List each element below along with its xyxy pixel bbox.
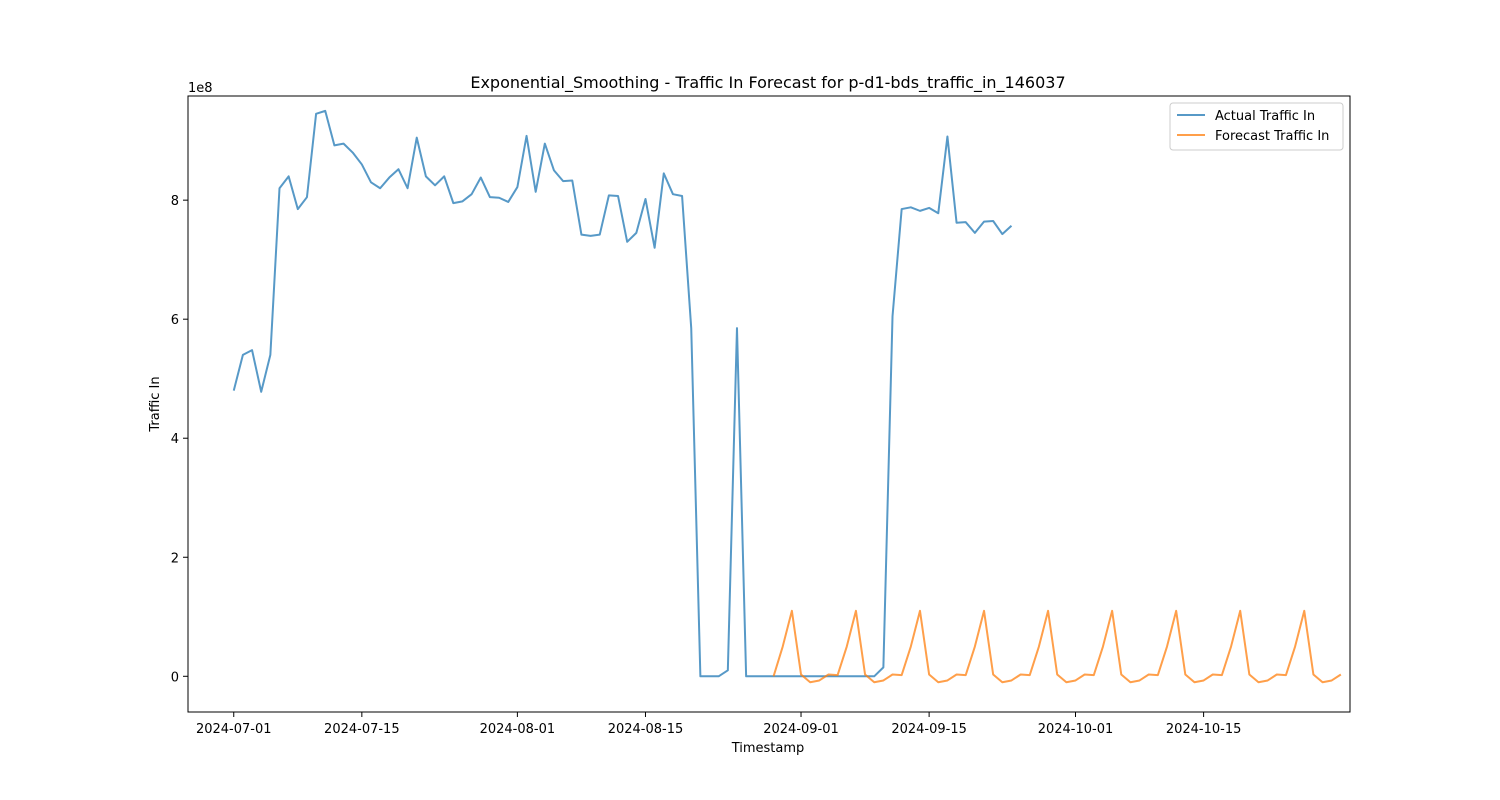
x-tick-label: 2024-07-15 xyxy=(324,722,400,737)
y-offset-label: 1e8 xyxy=(188,81,213,96)
legend-box xyxy=(1169,102,1344,151)
x-tick-label: 2024-07-01 xyxy=(196,722,272,737)
legend-label-forecast: Forecast Traffic In xyxy=(1215,129,1329,144)
y-tick-label: 4 xyxy=(171,432,179,447)
x-axis-label: Timestamp xyxy=(731,741,805,756)
x-tick-label: 2024-10-01 xyxy=(1038,722,1114,737)
series-line-actual xyxy=(232,109,1013,678)
y-tick-label: 8 xyxy=(171,194,179,209)
series-layer xyxy=(232,109,1342,684)
series-line-forecast xyxy=(772,609,1342,684)
legend: Actual Traffic In Forecast Traffic In xyxy=(1169,102,1344,151)
chart-title: Exponential_Smoothing - Traffic In Forec… xyxy=(470,73,1065,93)
y-tick-label: 6 xyxy=(171,313,179,328)
y-tick-label: 2 xyxy=(171,551,179,566)
legend-label-actual: Actual Traffic In xyxy=(1215,109,1315,124)
x-tick-label: 2024-08-01 xyxy=(480,722,556,737)
plot-frame xyxy=(187,95,1351,713)
x-tick-label: 2024-09-15 xyxy=(891,722,967,737)
x-tick-label: 2024-08-15 xyxy=(608,722,684,737)
y-axis-label: Traffic In xyxy=(148,376,163,432)
ticks-layer: 2024-07-01 2024-07-15 2024-08-01 2024-08-15… xyxy=(171,194,1242,737)
x-tick-label: 2024-10-15 xyxy=(1166,722,1242,737)
y-tick-label: 0 xyxy=(171,670,179,685)
x-tick-label: 2024-09-01 xyxy=(763,722,839,737)
